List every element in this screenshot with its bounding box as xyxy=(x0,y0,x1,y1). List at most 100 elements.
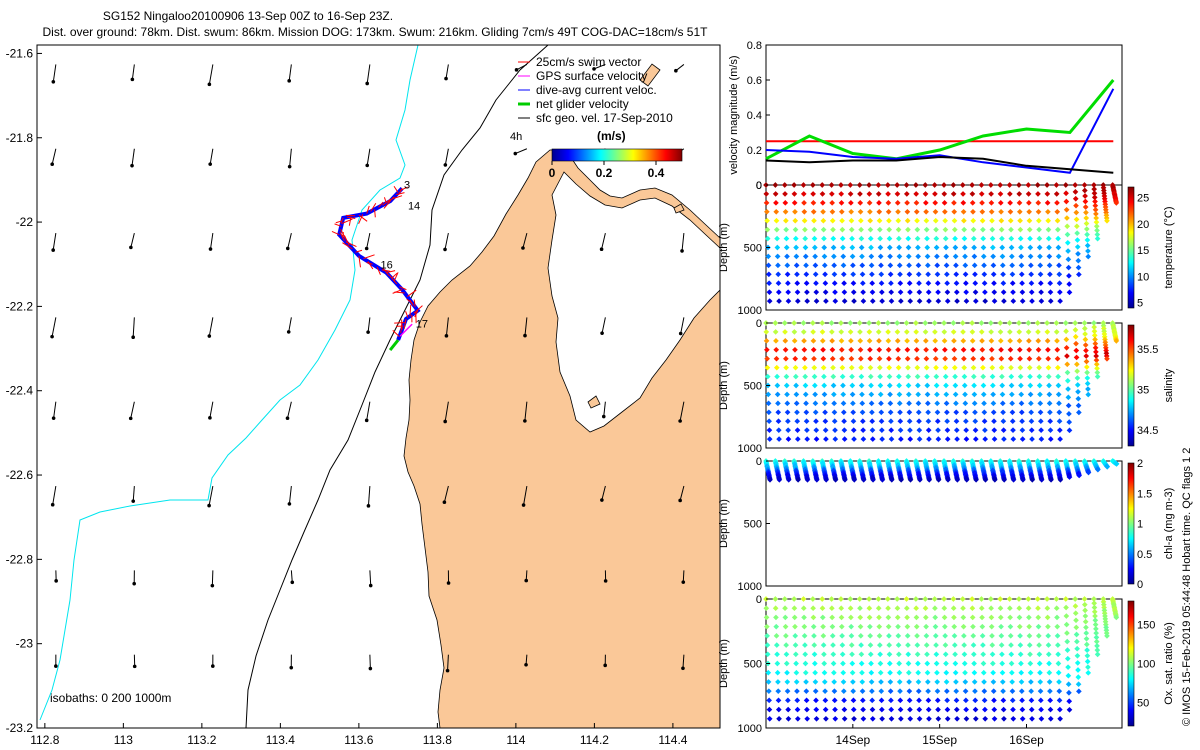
profile-point xyxy=(998,623,1004,630)
swim-vector xyxy=(342,232,344,239)
profile-point xyxy=(775,697,782,704)
profile-point xyxy=(1029,298,1035,304)
profile-point xyxy=(944,715,951,722)
profile-point xyxy=(1055,391,1062,398)
profile-point xyxy=(897,697,904,704)
profile-point xyxy=(812,382,818,389)
profile-point xyxy=(1075,674,1082,680)
profile-point xyxy=(1000,688,1006,694)
profile-point xyxy=(875,329,882,335)
profile-point xyxy=(1066,427,1073,434)
profile-point xyxy=(839,642,846,648)
profile-point xyxy=(924,235,930,242)
time-tick-label: 14Sep xyxy=(835,733,870,747)
velocity-vector-head xyxy=(210,583,215,588)
velocity-vector xyxy=(445,317,449,336)
swim-vector xyxy=(406,289,417,297)
legend-label: GPS surface velocity xyxy=(536,69,647,83)
profile-point xyxy=(924,651,930,658)
profile-point xyxy=(906,679,912,685)
profile-point xyxy=(885,338,892,344)
profile-point xyxy=(916,706,923,713)
profile-point xyxy=(933,642,939,648)
profile-point xyxy=(1035,217,1042,224)
profile-point xyxy=(894,191,901,197)
profile-point xyxy=(1082,613,1089,619)
profile-point xyxy=(907,298,914,304)
profile-point xyxy=(1036,382,1043,389)
profile-point xyxy=(783,226,789,233)
profile-point xyxy=(925,262,931,269)
profile-point xyxy=(1066,289,1073,296)
profile-point xyxy=(887,271,894,278)
profile-point xyxy=(858,660,865,667)
profile-point xyxy=(961,651,968,658)
profile-point xyxy=(1076,472,1082,479)
profile-point xyxy=(763,338,770,344)
velocity-vector-head xyxy=(678,331,683,336)
profile-point xyxy=(997,614,1004,621)
profile-point xyxy=(792,651,799,658)
profile-point xyxy=(1036,373,1043,380)
profile-point xyxy=(860,427,866,433)
profile-point xyxy=(850,688,857,694)
profile-point xyxy=(1018,669,1025,676)
swim-vector xyxy=(358,255,361,268)
profile-point xyxy=(972,271,978,278)
profile-point xyxy=(1072,610,1079,617)
profile-point xyxy=(838,191,845,197)
profile-point xyxy=(1057,289,1063,295)
profile-point xyxy=(970,355,977,362)
profile-point xyxy=(877,244,884,251)
profile-point xyxy=(813,697,819,704)
profile-point xyxy=(894,320,900,326)
profile-point xyxy=(831,688,838,694)
profile-point xyxy=(924,660,931,667)
profile-point xyxy=(1084,375,1091,381)
velocity-vector-head xyxy=(51,79,56,84)
profile-point xyxy=(858,651,865,658)
profile-point xyxy=(895,633,902,639)
profile-point xyxy=(794,697,801,704)
profile-point xyxy=(793,660,799,667)
profile-point xyxy=(943,382,949,389)
profile-point xyxy=(810,338,817,344)
profile-point xyxy=(766,409,772,416)
profile-point xyxy=(822,688,828,694)
swim-vector xyxy=(403,318,407,329)
profile-point xyxy=(783,373,790,380)
velocity-vector-head xyxy=(365,163,370,168)
profile-point xyxy=(784,253,790,260)
profile-point xyxy=(829,346,836,353)
profile-point xyxy=(1007,200,1013,206)
profile-point xyxy=(894,329,901,335)
profile-point xyxy=(841,706,848,713)
profile-point xyxy=(782,614,789,621)
profile-colorbar-label: Ox. sat. ratio (%) xyxy=(1163,622,1175,705)
profile-point xyxy=(941,605,948,612)
profile-point xyxy=(804,427,810,433)
profile-point xyxy=(896,660,902,667)
profile-point xyxy=(905,660,912,667)
profile-point xyxy=(950,191,957,197)
profile-point xyxy=(898,436,904,442)
velocity-vector-head xyxy=(368,666,373,671)
profile-point xyxy=(1035,633,1042,639)
profile-point xyxy=(877,253,884,260)
profile-point xyxy=(794,706,801,713)
profile-point xyxy=(980,226,986,233)
profile-point xyxy=(1091,600,1098,607)
profile-point xyxy=(972,289,979,295)
profile-point xyxy=(885,346,892,353)
profile-point xyxy=(969,182,975,188)
profile-point xyxy=(868,669,875,676)
profile-point xyxy=(954,715,960,722)
velocity-vector xyxy=(289,148,292,167)
profile-point xyxy=(794,271,800,278)
profile-point xyxy=(979,200,985,206)
profile-point xyxy=(1092,336,1098,343)
profile-point xyxy=(1072,333,1079,340)
velocity-vector-head xyxy=(524,663,528,667)
profile-point xyxy=(962,669,968,676)
profile-point xyxy=(970,651,977,658)
